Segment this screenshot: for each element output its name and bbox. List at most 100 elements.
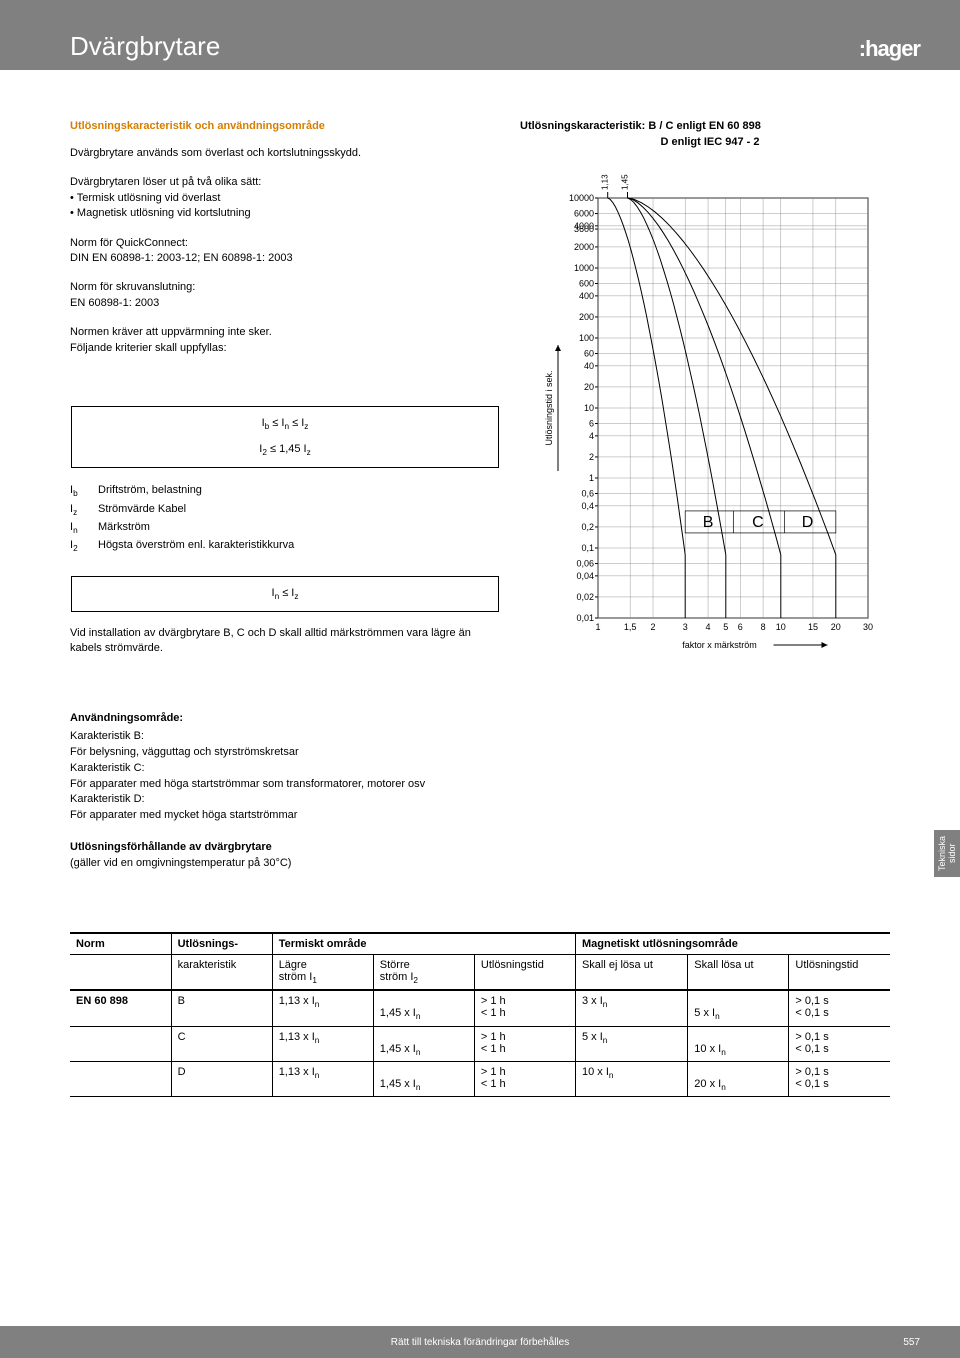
use-b-h: Karakteristik B: (70, 730, 144, 742)
th-kar2: karakteristik (171, 955, 272, 991)
th-lag: Lägreström I1 (272, 955, 373, 991)
svg-text:3: 3 (683, 622, 688, 632)
svg-text:B: B (703, 514, 714, 531)
svg-text:1: 1 (595, 622, 600, 632)
th-tid2: Utlösningstid (789, 955, 890, 991)
main-content: Utlösningskaracteristik och användningso… (0, 70, 960, 671)
brand-logo: :hager (859, 36, 920, 62)
section-heading: Utlösningskaracteristik och användningso… (70, 120, 500, 132)
page-footer: Rätt till tekniska förändringar förbehål… (0, 1326, 960, 1358)
tripping-chart: 1000060004000360020001000600400200100604… (540, 162, 890, 665)
th-magnetisk: Magnetiskt utlösningsområde (575, 933, 890, 955)
svg-text:4: 4 (589, 431, 594, 441)
chart-title: Utlösningskaracteristik: B / C enligt EN… (520, 120, 890, 132)
screw-label: Norm för skruvanslutning: (70, 281, 195, 293)
two-ways-intro: Dvärgbrytaren löser ut på två olika sätt… (70, 176, 261, 188)
legend-text: Märkström (98, 519, 150, 537)
th-norm: Norm (70, 933, 171, 955)
svg-text:faktor x märkström: faktor x märkström (682, 640, 757, 650)
formula-1-line-2: I2 ≤ 1,45 Iz (72, 443, 498, 457)
chart-subtitle: D enligt IEC 947 - 2 (530, 136, 890, 148)
svg-text:10000: 10000 (569, 193, 594, 203)
svg-text:0,1: 0,1 (581, 543, 594, 553)
bullet-2: Magnetisk utlösning vid kortslutning (77, 207, 251, 219)
use-area: Användningsområde: Karakteristik B: För … (0, 711, 960, 872)
trip-cond-note: (gäller vid en omgivningstemperatur på 3… (70, 856, 890, 872)
criteria-paragraph: Normen kräver att uppvärmning inte sker.… (70, 325, 500, 356)
left-column: Utlösningskaracteristik och användningso… (70, 120, 500, 671)
legend-sym: Ib (70, 482, 88, 500)
svg-text:0,06: 0,06 (576, 559, 594, 569)
page-title: Dvärgbrytare (70, 31, 220, 62)
svg-text:6000: 6000 (574, 209, 594, 219)
footer-text: Rätt till tekniska förändringar förbehål… (391, 1337, 569, 1348)
svg-text:6: 6 (738, 622, 743, 632)
page-number: 557 (903, 1337, 920, 1348)
svg-text:0,01: 0,01 (576, 613, 594, 623)
svg-text:1000: 1000 (574, 263, 594, 273)
svg-text:200: 200 (579, 312, 594, 322)
use-c-h: Karakteristik C: (70, 762, 145, 774)
svg-text:15: 15 (808, 622, 818, 632)
page-header: Dvärgbrytare :hager (0, 0, 960, 70)
qc-label: Norm för QuickConnect: (70, 237, 188, 249)
svg-text:1,45: 1,45 (620, 174, 629, 190)
th-tid1: Utlösningstid (474, 955, 575, 991)
svg-text:4: 4 (706, 622, 711, 632)
norm-screw: Norm för skruvanslutning: EN 60898-1: 20… (70, 280, 500, 311)
svg-text:0,6: 0,6 (581, 489, 594, 499)
formula-1-line-1: Ib ≤ In ≤ Iz (72, 417, 498, 431)
svg-text:2: 2 (589, 452, 594, 462)
svg-text:0,2: 0,2 (581, 522, 594, 532)
table-row: EN 60 898B1,13 x In1,45 x In> 1 h< 1 h3 … (70, 990, 890, 1026)
svg-text:60: 60 (584, 349, 594, 359)
screw-value: EN 60898-1: 2003 (70, 297, 159, 309)
svg-text:2: 2 (651, 622, 656, 632)
th-stor: Störreström I2 (373, 955, 474, 991)
svg-text:C: C (752, 514, 764, 531)
legend-sym: Iz (70, 501, 88, 519)
table-wrap: Norm Utlösnings- Termiskt område Magneti… (0, 872, 960, 1097)
use-d-t: För apparater med mycket höga startström… (70, 809, 297, 821)
svg-text:40: 40 (584, 361, 594, 371)
use-b-t: För belysning, vägguttag och styrströmsk… (70, 746, 299, 758)
use-c-t: För apparater med höga startströmmar som… (70, 778, 425, 790)
svg-text:30: 30 (863, 622, 873, 632)
th-losa: Skall lösa ut (688, 955, 789, 991)
chart-svg: 1000060004000360020001000600400200100604… (540, 162, 880, 662)
svg-text:100: 100 (579, 333, 594, 343)
svg-text:1,13: 1,13 (601, 174, 610, 190)
legend-sym: In (70, 519, 88, 537)
formula-box-2: In ≤ Iz (71, 576, 499, 612)
svg-text:600: 600 (579, 279, 594, 289)
norm-quickconnect: Norm för QuickConnect: DIN EN 60898-1: 2… (70, 236, 500, 267)
svg-text:5: 5 (723, 622, 728, 632)
use-heading: Användningsområde: (70, 711, 890, 727)
crit-2: Följande kriterier skall uppfyllas: (70, 342, 227, 354)
svg-text:10: 10 (584, 403, 594, 413)
formula-box-1: Ib ≤ In ≤ Iz I2 ≤ 1,45 Iz (71, 406, 499, 468)
page: Dvärgbrytare :hager Utlösningskaracteris… (0, 0, 960, 1358)
table-row: C1,13 x In1,45 x In> 1 h< 1 h5 x In10 x … (70, 1026, 890, 1061)
svg-text:10: 10 (776, 622, 786, 632)
svg-text:0,04: 0,04 (576, 571, 594, 581)
svg-text:3600: 3600 (574, 224, 594, 234)
intro-paragraph: Dvärgbrytare används som överlast och ko… (70, 146, 500, 161)
side-tab: Tekniskasidor (934, 830, 960, 877)
svg-text:400: 400 (579, 291, 594, 301)
legend-sym: I2 (70, 537, 88, 555)
th-kar: Utlösnings- (171, 933, 272, 955)
trip-cond-heading: Utlösningsförhållande av dvärgbrytare (70, 840, 890, 856)
svg-text:2000: 2000 (574, 242, 594, 252)
svg-text:20: 20 (584, 382, 594, 392)
svg-text:D: D (802, 514, 814, 531)
use-d-h: Karakteristik D: (70, 793, 145, 805)
two-ways-paragraph: Dvärgbrytaren löser ut på två olika sätt… (70, 175, 500, 221)
svg-text:0,4: 0,4 (581, 501, 594, 511)
legend-text: Högsta överström enl. karakteristikkurva (98, 537, 294, 555)
svg-text:8: 8 (761, 622, 766, 632)
right-column: Utlösningskaracteristik: B / C enligt EN… (530, 120, 890, 671)
crit-1: Normen kräver att uppvärmning inte sker. (70, 326, 272, 338)
th-ej: Skall ej lösa ut (575, 955, 687, 991)
svg-text:0,02: 0,02 (576, 592, 594, 602)
